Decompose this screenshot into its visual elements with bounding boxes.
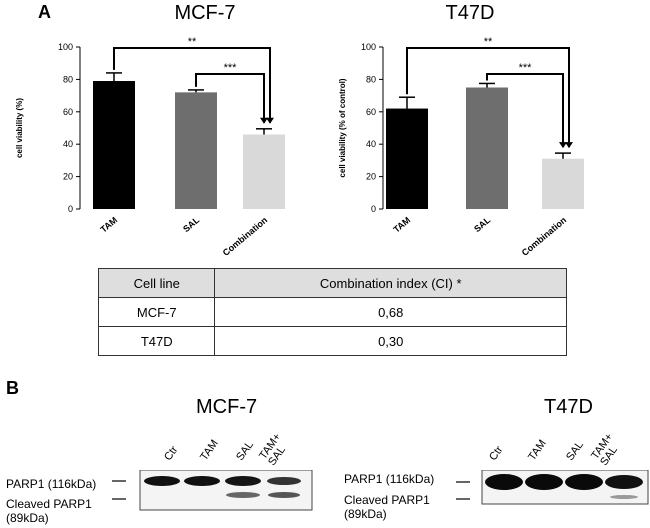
- bar-chart-t47d: 0 20 40 60 80 100 cell viability (% of control…: [338, 36, 584, 258]
- y-tick-label: 0: [371, 204, 376, 214]
- significance-arrowhead: [266, 117, 274, 124]
- y-tick-label: 60: [366, 107, 376, 117]
- y-axis-label: cell viability (% of control): [338, 78, 347, 177]
- x-tick-label: SAL: [472, 215, 493, 235]
- band-parp1: [565, 474, 603, 490]
- band-cleaved-parp1: [226, 492, 260, 498]
- lane-label: TAM: [526, 437, 549, 463]
- band-cleaved-parp1: [268, 492, 300, 498]
- y-tick-label: 0: [68, 204, 73, 214]
- band-parp1: [267, 477, 301, 485]
- band-label-cleaved-parp1: Cleaved PARP1 (89kDa): [344, 493, 430, 521]
- blot-title-mcf7: MCF-7: [196, 396, 258, 418]
- table-row: MCF-7 0,68: [97, 297, 567, 327]
- table-row: T47D 0,30: [97, 326, 567, 356]
- y-tick-label: 40: [366, 139, 376, 149]
- y-tick-label: 20: [63, 172, 73, 182]
- combination-index-table: Cell line Combination index (CI) * MCF-7…: [97, 268, 567, 356]
- bar: [243, 134, 285, 209]
- x-tick-label: SAL: [181, 215, 202, 235]
- western-blot-mcf7: [112, 470, 313, 511]
- blot-membrane: [139, 470, 313, 511]
- chart-title-t47d: T47D: [445, 2, 495, 24]
- significance-bracket: [195, 73, 265, 123]
- bar: [466, 87, 508, 209]
- table-header-cell: Combination index (CI) *: [214, 268, 567, 298]
- significance-label: ***: [519, 62, 533, 74]
- table-header-row: Cell line Combination index (CI) *: [97, 268, 567, 298]
- lane-label: TAM+ SAL: [257, 431, 288, 468]
- significance-bracket: [113, 47, 271, 123]
- band-parp1: [485, 474, 523, 490]
- bar: [386, 108, 428, 209]
- x-tick-label: Combination: [221, 215, 270, 258]
- significance-label: **: [484, 36, 493, 48]
- chart-title-mcf7: MCF-7: [174, 2, 236, 24]
- x-tick-label: TAM: [391, 215, 412, 235]
- band-label-parp1: PARP1 (116kDa): [344, 472, 435, 486]
- lane-label: SAL: [564, 439, 586, 463]
- panel-b-label: B: [6, 378, 19, 398]
- table-cell: MCF-7: [97, 297, 216, 327]
- y-tick-label: 100: [58, 42, 73, 52]
- band-parp1: [225, 476, 261, 486]
- lane-label: Ctr: [487, 444, 506, 463]
- y-tick-label: 60: [63, 107, 73, 117]
- significance-arrowhead: [559, 142, 567, 149]
- y-tick-label: 80: [366, 74, 376, 84]
- blot-title-t47d: T47D: [544, 396, 593, 418]
- table-cell: T47D: [97, 326, 216, 356]
- bar-chart-mcf7: 0 20 40 60 80 100 cell viability (%) TAM SAL Comb…: [15, 36, 285, 258]
- band-parp1: [184, 476, 220, 486]
- lane-label: TAM+ SAL: [589, 431, 620, 468]
- x-tick-label: Combination: [520, 215, 569, 258]
- x-tick-label: TAM: [98, 215, 119, 235]
- y-tick-label: 40: [63, 139, 73, 149]
- y-tick-label: 80: [63, 74, 73, 84]
- bar: [175, 92, 217, 209]
- band-parp1: [525, 474, 563, 490]
- panel-a-label: A: [38, 2, 51, 22]
- y-tick-label: 20: [366, 172, 376, 182]
- y-axis-label: cell viability (%): [15, 98, 24, 158]
- y-tick-label: 100: [361, 42, 376, 52]
- table-cell: 0,68: [214, 297, 567, 327]
- lane-label: TAM: [198, 437, 221, 463]
- significance-arrowhead: [565, 142, 573, 149]
- significance-arrowhead: [260, 117, 268, 124]
- band-label-parp1: PARP1 (116kDa): [6, 477, 97, 491]
- table-cell: 0,30: [214, 326, 567, 356]
- significance-bracket: [406, 47, 570, 148]
- table-header-cell: Cell line: [97, 268, 216, 298]
- band-cleaved-parp1: [610, 495, 638, 499]
- bar: [93, 81, 135, 209]
- band-parp1: [605, 475, 643, 489]
- band-label-cleaved-parp1: Cleaved PARP1 (89kDa): [6, 497, 92, 525]
- lane-label: SAL: [234, 439, 256, 463]
- significance-label: ***: [224, 62, 238, 74]
- significance-label: **: [188, 36, 197, 48]
- significance-bracket: [486, 73, 564, 148]
- band-parp1: [144, 476, 180, 486]
- lane-label: Ctr: [162, 444, 181, 463]
- western-blot-t47d: [456, 470, 649, 505]
- bar: [542, 158, 584, 209]
